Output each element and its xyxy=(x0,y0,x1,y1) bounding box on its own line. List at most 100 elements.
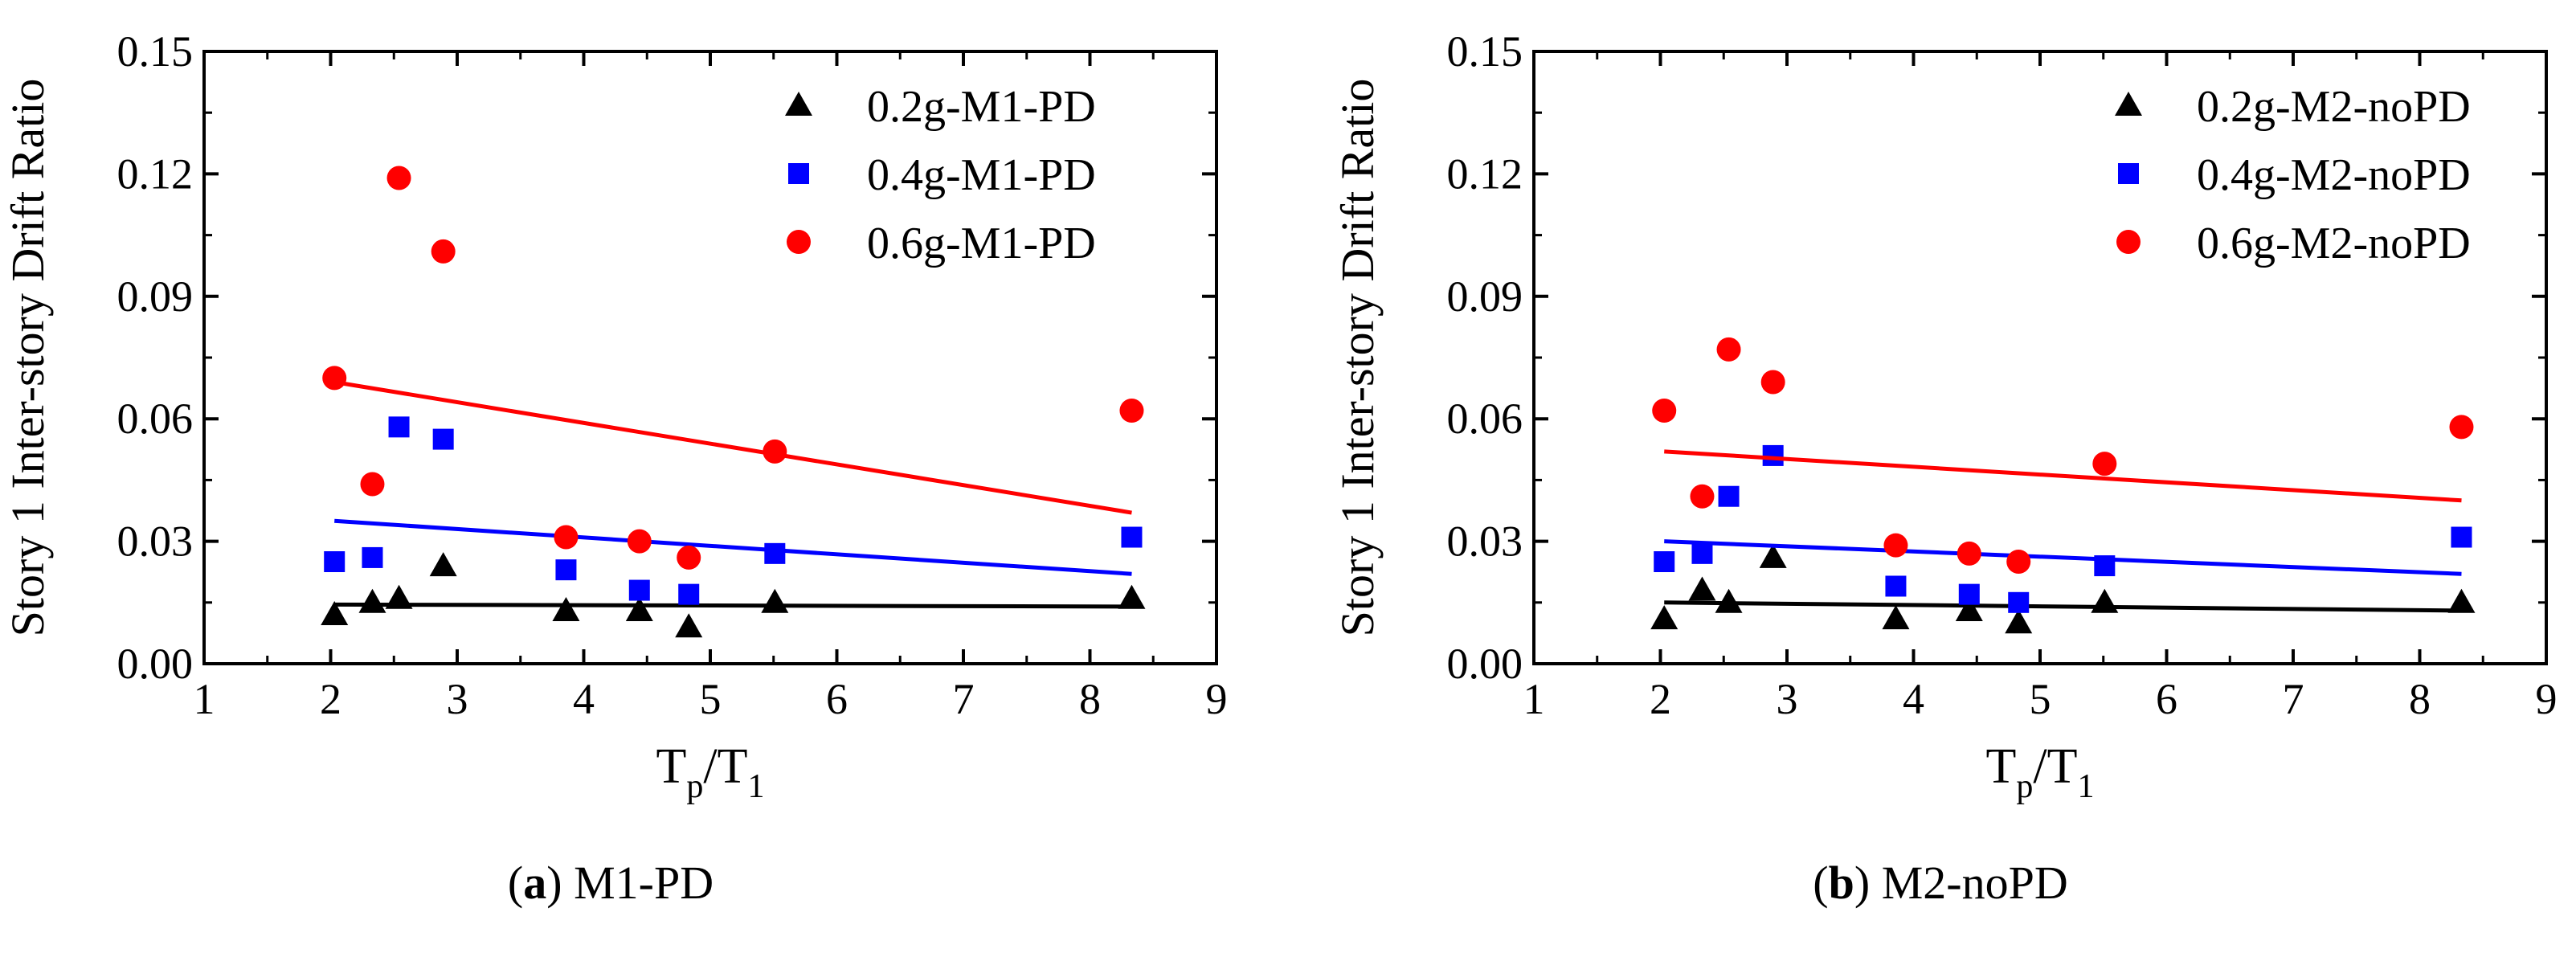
chart-a-ytick-label: 0.03 xyxy=(117,517,194,566)
chart-b-legend-marker-0 xyxy=(2115,92,2142,116)
chart-panel-b: 0.000.030.060.090.120.151 2 3 4 5 6 7 8 9Tp/T1St… xyxy=(1331,27,2558,805)
caption-a-letter: a xyxy=(523,857,547,909)
chart-a-xlabel-sub1: p xyxy=(686,768,703,805)
chart-a-xlabel-main: T xyxy=(656,739,687,794)
chart-b-point-0-6 xyxy=(2005,609,2033,634)
chart-b-ytick-label: 0.03 xyxy=(1447,517,1523,566)
chart-a-xtick-label: 3 xyxy=(447,675,468,723)
chart-a-series-1 xyxy=(324,416,1143,605)
chart-b-point-2-4 xyxy=(1883,533,1908,558)
chart-b-point-0-5 xyxy=(1955,596,1983,621)
chart-a-point-1-1 xyxy=(362,546,383,568)
chart-b-point-1-4 xyxy=(1885,575,1907,597)
chart-a-point-2-6 xyxy=(677,545,701,570)
chart-b-xlabel-main: T xyxy=(1986,739,2017,794)
chart-b-legend-marker-2 xyxy=(2116,230,2141,254)
chart-b-point-0-8 xyxy=(2447,588,2476,613)
chart-a-point-0-0 xyxy=(321,601,349,626)
chart-a-point-0-2 xyxy=(385,584,413,609)
chart-b-point-1-6 xyxy=(2008,591,2030,613)
chart-b-point-2-6 xyxy=(2006,550,2031,574)
chart-a-xtick-label: 9 xyxy=(1206,675,1228,723)
chart-b-xtick-label: 4 xyxy=(1903,675,1924,723)
chart-a-legend-marker-1 xyxy=(788,163,809,184)
chart-b-ytick-label: 0.12 xyxy=(1447,149,1523,198)
chart-b-point-2-2 xyxy=(1716,337,1741,362)
chart-a-point-2-4 xyxy=(554,525,579,550)
chart-b-point-1-0 xyxy=(1654,551,1675,572)
chart-a-point-1-0 xyxy=(324,551,346,572)
chart-b-ytick-label: 0.06 xyxy=(1447,395,1523,443)
chart-b-xlabel: Tp/T1 xyxy=(1986,739,2095,805)
chart-b-xlabel-sep: /T xyxy=(2033,739,2077,794)
chart-a-point-0-3 xyxy=(429,552,457,577)
caption-b-letter: b xyxy=(1828,857,1854,909)
chart-a-xtick-label: 8 xyxy=(1079,675,1101,723)
chart-a-point-1-5 xyxy=(628,579,650,601)
chart-b-series-1 xyxy=(1654,444,2472,613)
chart-a-ylabel: Story 1 Inter-story Drift Ratio xyxy=(2,79,54,637)
chart-a-point-1-3 xyxy=(432,428,454,450)
chart-b-point-0-2 xyxy=(1715,588,1743,613)
chart-a-xlabel: Tp/T1 xyxy=(656,739,765,805)
chart-b-point-0-4 xyxy=(1882,605,1910,630)
chart-a-ytick-label: 0.06 xyxy=(117,395,194,443)
chart-b-legend-label-1: 0.4g-M2-noPD xyxy=(2197,150,2471,200)
chart-a-point-0-7 xyxy=(761,588,789,613)
chart-a-trend-line-2 xyxy=(333,380,1132,515)
chart-b-xtick-label: 3 xyxy=(1777,675,1798,723)
chart-b-xtick-label: 1 xyxy=(1523,675,1545,723)
chart-b-ytick-label: 0.09 xyxy=(1447,272,1523,321)
chart-a-point-0-4 xyxy=(552,596,580,621)
chart-b-xtick-label: 5 xyxy=(2030,675,2051,723)
chart-a-point-1-8 xyxy=(1121,526,1143,548)
chart-a-point-1-6 xyxy=(678,583,700,605)
chart-a-point-0-5 xyxy=(625,596,653,621)
chart-a-legend-marker-0 xyxy=(785,92,812,116)
chart-b-point-1-1 xyxy=(1691,542,1713,564)
chart-panel-a: 0.000.030.060.090.120.151 2 3 4 5 6 7 8 9Tp/T1St… xyxy=(2,27,1228,805)
chart-a-point-2-7 xyxy=(763,439,787,464)
chart-b-point-2-0 xyxy=(1652,399,1677,423)
chart-b-ytick-label: 0.00 xyxy=(1447,640,1523,688)
caption-b-text: M2-noPD xyxy=(1881,857,2068,909)
chart-a-xlabel-sep: /T xyxy=(703,739,747,794)
chart-b-trend-line-2 xyxy=(1664,449,2462,503)
chart-b-xtick-label: 2 xyxy=(1650,675,1671,723)
chart-b-legend-label-0: 0.2g-M2-noPD xyxy=(2197,82,2471,132)
chart-b-point-0-7 xyxy=(2091,588,2119,613)
chart-a-point-1-2 xyxy=(388,416,410,438)
chart-b-series-2 xyxy=(1652,337,2474,574)
chart-a-xlabel-sub2: 1 xyxy=(747,768,764,805)
chart-a-xtick-label: 5 xyxy=(700,675,722,723)
chart-a-xtick-label: 1 xyxy=(194,675,215,723)
chart-b-point-2-5 xyxy=(1957,541,1981,566)
chart-a-point-2-3 xyxy=(431,239,456,264)
chart-b-point-2-8 xyxy=(2449,415,2474,440)
chart-a-point-2-5 xyxy=(627,529,652,554)
chart-a-legend-label-2: 0.6g-M1-PD xyxy=(867,219,1096,268)
chart-a-legend-label-1: 0.4g-M1-PD xyxy=(867,150,1096,200)
chart-b-point-2-3 xyxy=(1760,370,1785,395)
chart-a-point-2-2 xyxy=(386,166,411,190)
chart-a-xtick-label: 2 xyxy=(320,675,341,723)
chart-a-point-0-1 xyxy=(358,588,386,613)
chart-a-xtick-label: 4 xyxy=(573,675,595,723)
chart-b-series-0 xyxy=(1650,543,2476,634)
chart-b-point-2-7 xyxy=(2092,452,2117,476)
chart-a-point-1-4 xyxy=(555,559,577,581)
chart-b-xlabel-sub2: 1 xyxy=(2077,768,2094,805)
chart-a-plot-frame xyxy=(202,50,1218,665)
chart-b-legend-label-2: 0.6g-M2-noPD xyxy=(2197,219,2471,268)
chart-b-point-1-7 xyxy=(2094,555,2116,577)
chart-a-ytick-label: 0.15 xyxy=(117,27,194,76)
caption-b: (b) M2-noPD xyxy=(1813,857,2068,909)
chart-b-point-2-1 xyxy=(1690,484,1715,509)
chart-a-ytick-label: 0.00 xyxy=(117,640,194,688)
chart-a-point-2-1 xyxy=(360,472,385,497)
chart-b-trend-line-1 xyxy=(1664,539,2462,576)
chart-b-point-0-0 xyxy=(1650,605,1678,630)
chart-a-trend-line-0 xyxy=(334,602,1132,609)
chart-b-point-1-3 xyxy=(1762,444,1784,466)
